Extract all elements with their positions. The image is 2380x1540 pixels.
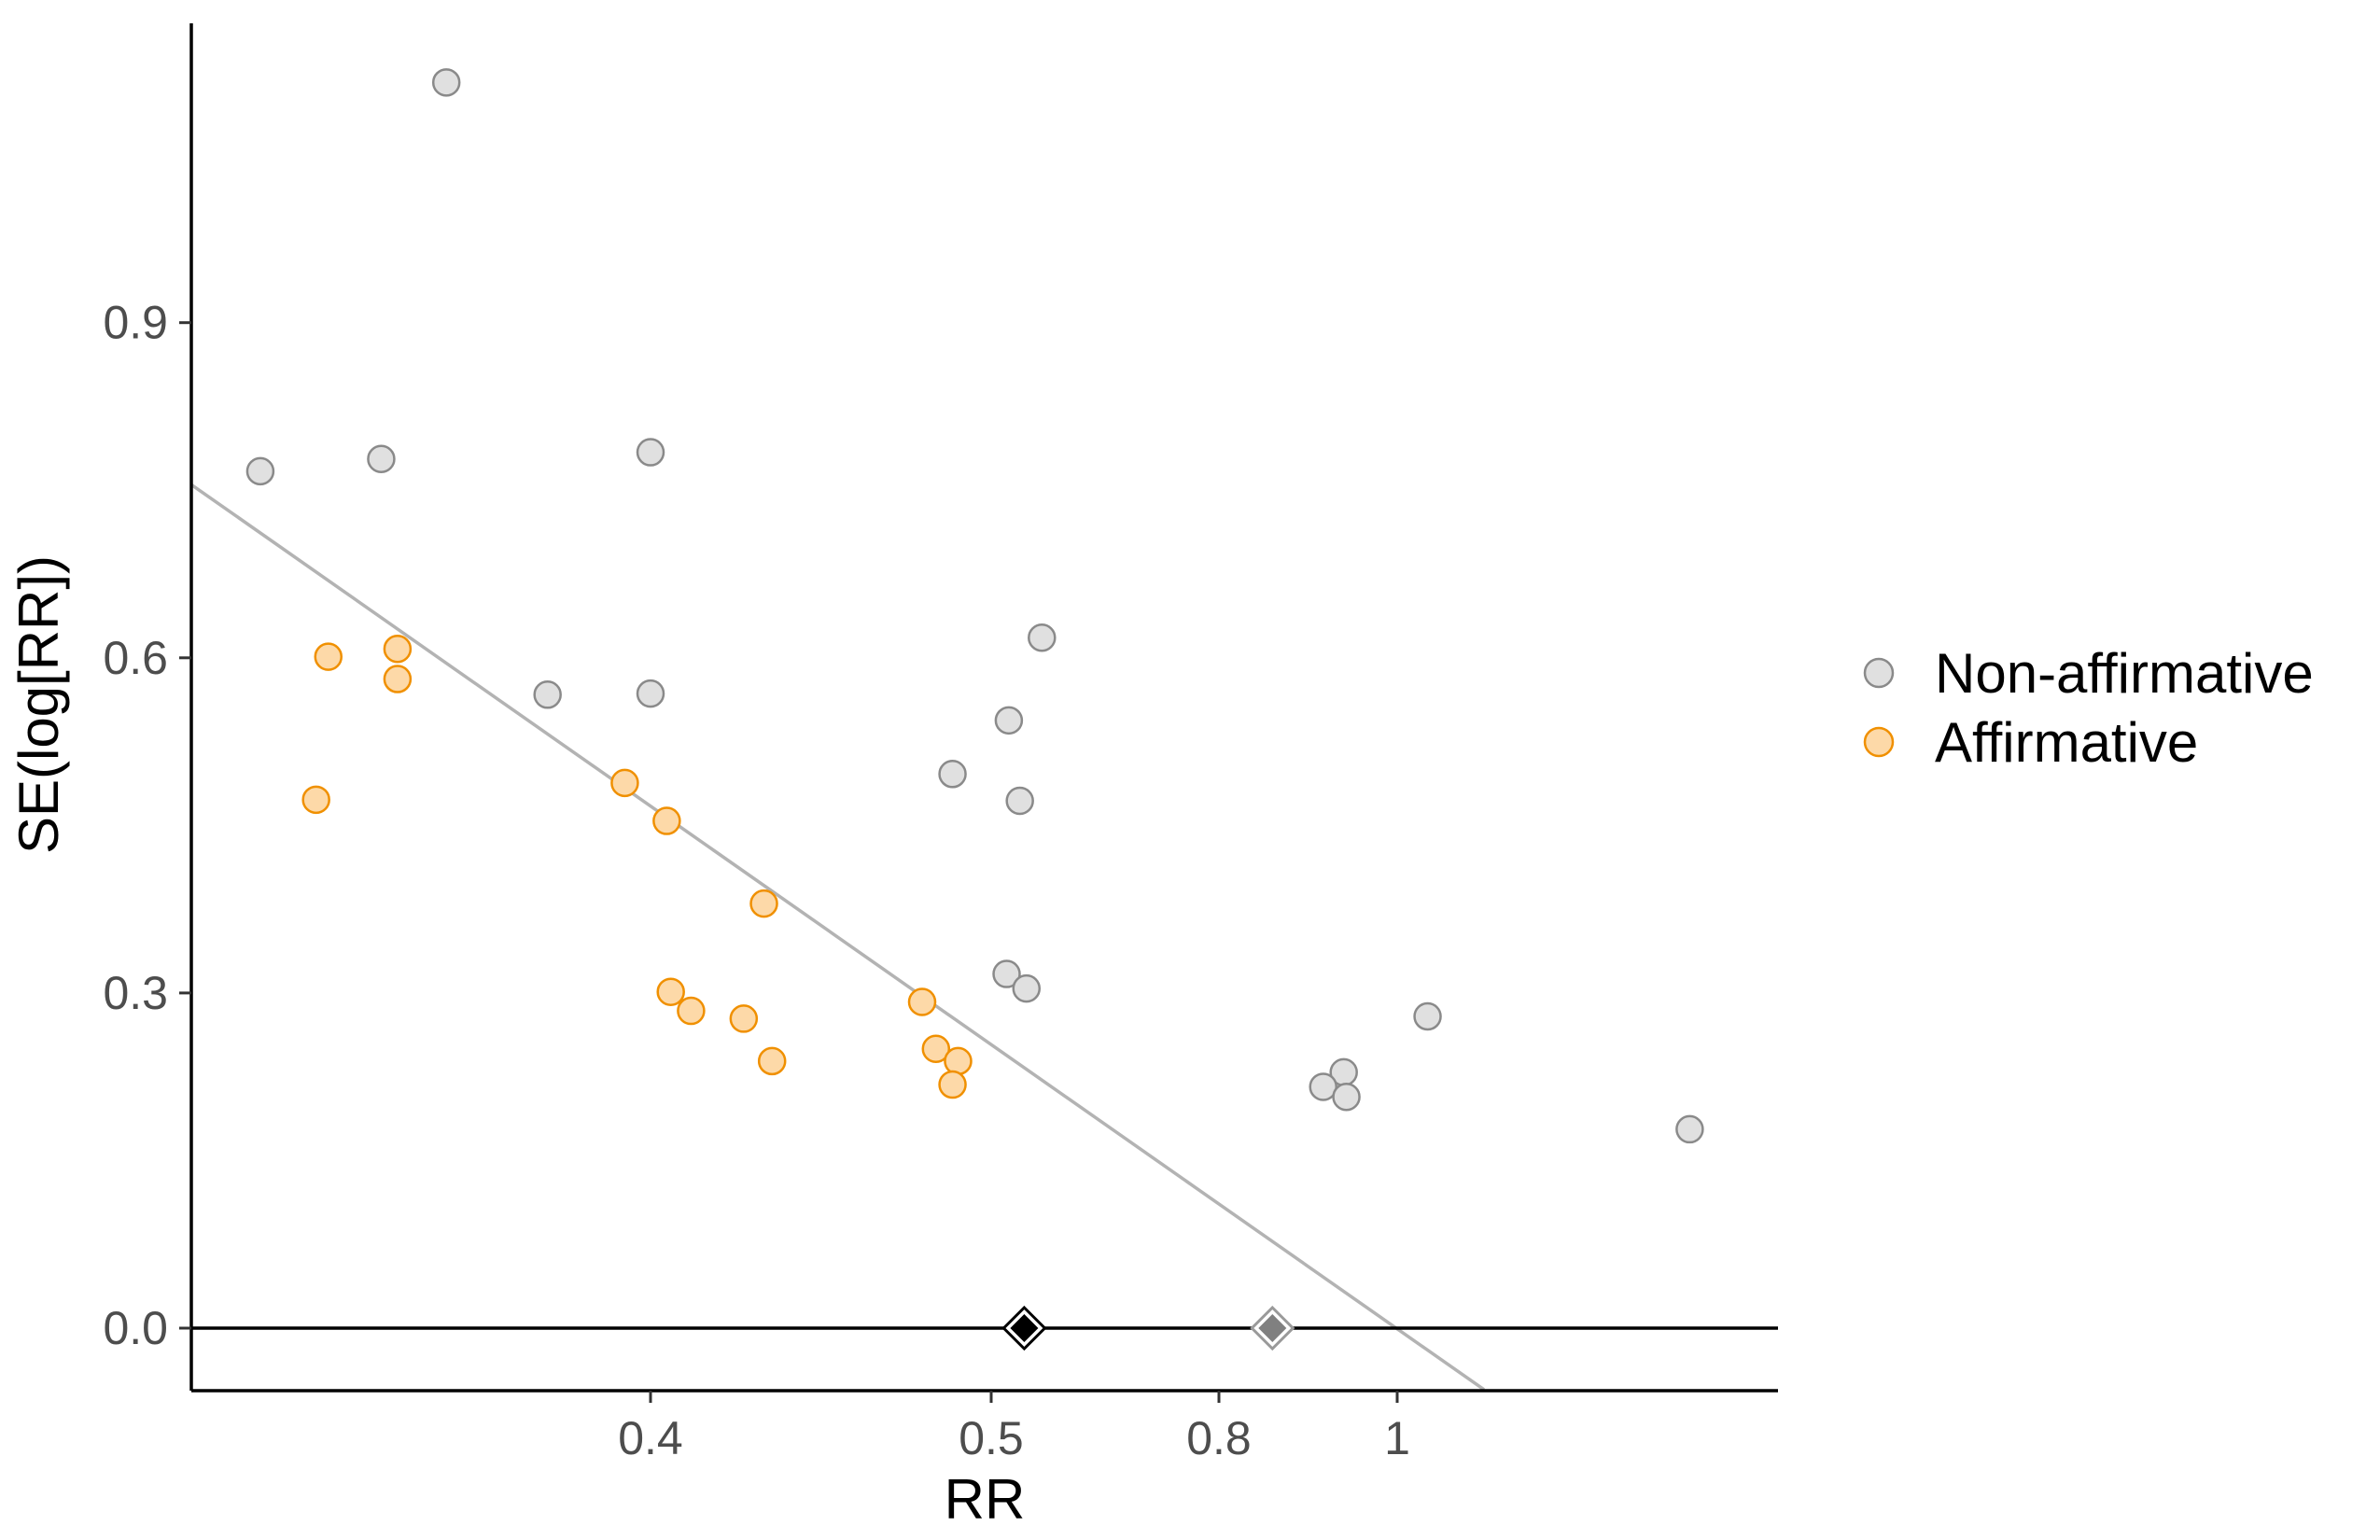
non-affirmative-point <box>1332 1082 1361 1112</box>
non-affirmative-point <box>1012 973 1042 1003</box>
non-affirmative-point <box>1413 1001 1442 1031</box>
affirmative-point <box>610 768 639 798</box>
y-axis-ticks: 0.0 0.3 0.6 0.9 <box>103 297 191 1354</box>
legend-key <box>1863 657 1895 689</box>
affirmative-point <box>938 1070 967 1099</box>
x-axis-ticks: 0.4 0.5 0.8 1 <box>618 1391 1410 1464</box>
non-affirmative-point <box>994 706 1024 735</box>
y-tick-label: 0.0 <box>103 1302 168 1354</box>
non-affirmative-point <box>1309 1072 1337 1101</box>
affirmative-point <box>907 987 937 1016</box>
affirmative-point <box>757 1046 787 1076</box>
x-axis-title: RR <box>945 1468 1026 1531</box>
non-affirmative-point <box>992 959 1021 988</box>
affirmative-point <box>652 806 681 835</box>
non-affirmative-point <box>938 760 967 789</box>
non-affirmative-point <box>367 444 396 473</box>
regression-line <box>189 483 1486 1392</box>
pooled-estimate-diamond <box>1258 1314 1287 1342</box>
non-affirmative-point <box>636 679 665 708</box>
y-tick-label: 0.9 <box>103 297 168 349</box>
affirmative-point <box>749 889 778 918</box>
legend-label: Non-affirmative <box>1935 642 2314 705</box>
x-tick-label: 0.8 <box>1186 1412 1252 1464</box>
affirmative-point <box>656 977 685 1006</box>
non-affirmative-point <box>1028 623 1057 652</box>
y-tick-label: 0.3 <box>103 967 168 1019</box>
affirmative-point <box>301 785 330 815</box>
affirmative-point <box>314 642 343 671</box>
non-affirmative-point <box>431 68 461 97</box>
legend-label: Affirmative <box>1935 711 2198 774</box>
plot-marks <box>189 68 1778 1392</box>
affirmative-point <box>944 1046 973 1076</box>
non-affirmative-point <box>636 438 665 467</box>
affirmative-point <box>383 665 413 693</box>
affirmative-point <box>729 1004 759 1033</box>
non-affirmative-point <box>1675 1114 1704 1144</box>
non-affirmative-point <box>1005 786 1034 816</box>
non-affirmative-point <box>533 680 562 709</box>
affirmative-point <box>921 1034 951 1063</box>
affirmative-point <box>677 996 706 1026</box>
legend-key <box>1863 726 1895 758</box>
non-affirmative-point <box>245 456 275 486</box>
x-tick-label: 0.5 <box>959 1412 1024 1464</box>
affirmative-point <box>383 634 413 664</box>
y-tick-label: 0.6 <box>103 632 168 684</box>
x-tick-label: 1 <box>1384 1412 1410 1464</box>
x-tick-label: 0.4 <box>618 1412 683 1464</box>
pooled-estimate-diamond <box>1010 1314 1039 1342</box>
y-axis-title: SE(log[RR]) <box>7 555 70 854</box>
